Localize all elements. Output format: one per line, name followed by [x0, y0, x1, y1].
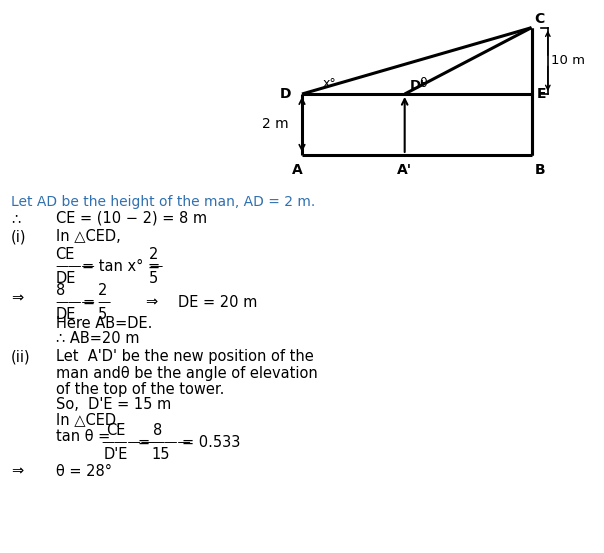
Text: In △CED,: In △CED, — [56, 229, 120, 244]
Text: ———: ——— — [56, 260, 95, 273]
Text: E: E — [536, 87, 546, 101]
Text: ⇒: ⇒ — [11, 463, 23, 479]
Text: 8: 8 — [56, 283, 65, 298]
Text: CE: CE — [56, 247, 75, 262]
Text: 5: 5 — [98, 306, 107, 322]
Text: tan θ =: tan θ = — [56, 429, 110, 445]
Text: ⇒: ⇒ — [11, 290, 23, 305]
Text: DE = 20 m: DE = 20 m — [178, 295, 257, 310]
Text: (i): (i) — [11, 229, 27, 244]
Text: 2: 2 — [149, 247, 159, 262]
Text: man andθ be the angle of elevation: man andθ be the angle of elevation — [56, 366, 317, 381]
Text: = tan x° =: = tan x° = — [82, 259, 160, 274]
Text: Let  A'D' be the new position of the: Let A'D' be the new position of the — [56, 349, 313, 364]
Text: —: — — [149, 260, 162, 273]
Text: θ: θ — [419, 76, 426, 90]
Text: ————: ———— — [101, 436, 155, 449]
Text: ———: ——— — [56, 296, 95, 309]
Text: Let AD be the height of the man, AD = 2 m.: Let AD be the height of the man, AD = 2 … — [11, 195, 315, 209]
Text: ⇒: ⇒ — [145, 295, 157, 310]
Text: So,  D'E = 15 m: So, D'E = 15 m — [56, 397, 171, 413]
Text: A': A' — [397, 163, 413, 177]
Text: ∴ AB=20 m: ∴ AB=20 m — [56, 331, 139, 346]
Text: =: = — [82, 295, 94, 310]
Text: 15: 15 — [151, 447, 170, 462]
Text: (ii): (ii) — [11, 349, 30, 364]
Text: D': D' — [410, 79, 425, 92]
Text: In △CED,: In △CED, — [56, 413, 120, 428]
Text: ∴: ∴ — [11, 211, 20, 226]
Text: 2 m: 2 m — [262, 117, 289, 132]
Text: =: = — [138, 435, 150, 450]
Text: of the top of the tower.: of the top of the tower. — [56, 382, 224, 398]
Text: x°: x° — [323, 76, 336, 90]
Text: DE: DE — [56, 270, 76, 286]
Text: θ = 28°: θ = 28° — [56, 463, 112, 479]
Text: 10 m: 10 m — [551, 54, 585, 67]
Text: D: D — [280, 87, 291, 101]
Text: CE: CE — [106, 422, 125, 438]
Text: —: — — [98, 296, 111, 309]
Text: CE = (10 − 2) = 8 m: CE = (10 − 2) = 8 m — [56, 211, 207, 226]
Text: 2: 2 — [98, 283, 108, 298]
Text: C: C — [535, 12, 545, 26]
Text: DE: DE — [56, 306, 76, 322]
Text: A: A — [292, 163, 303, 177]
Text: B: B — [535, 163, 545, 177]
Text: 5: 5 — [149, 270, 158, 286]
Text: Here AB=DE.: Here AB=DE. — [56, 316, 152, 331]
Text: ———: ——— — [151, 436, 191, 449]
Text: D'E: D'E — [104, 447, 128, 462]
Text: 8: 8 — [153, 422, 162, 438]
Text: = 0.533: = 0.533 — [182, 435, 241, 450]
